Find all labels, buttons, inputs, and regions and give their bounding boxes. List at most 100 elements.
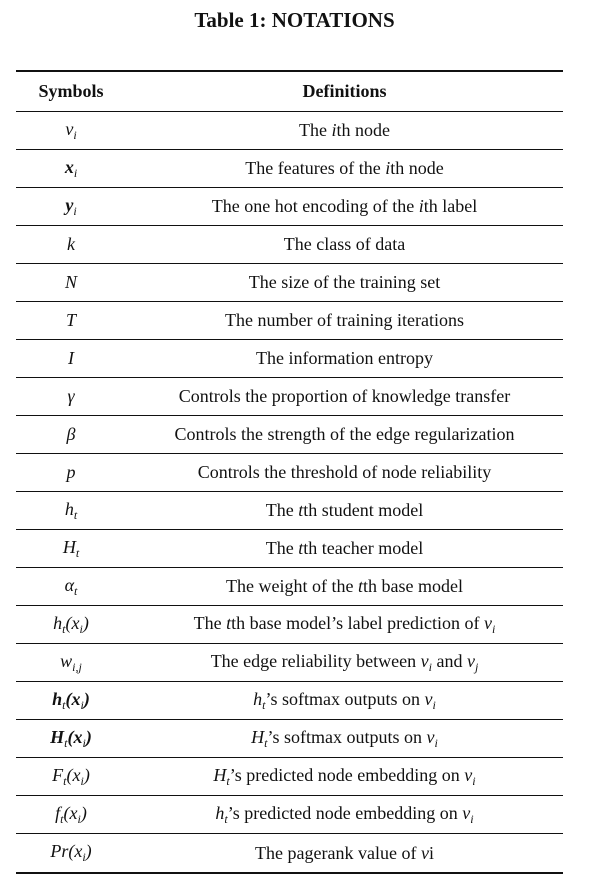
definition-text: The size of the training set	[248, 272, 441, 292]
definition-var: v	[426, 726, 435, 747]
definition-text: The features of the	[245, 158, 386, 178]
symbol-cell: ht(xi)	[16, 689, 126, 713]
table-row: αt The weight of the tth base model	[16, 568, 563, 606]
definition-text: th node	[390, 158, 444, 178]
definition-var: v	[462, 802, 471, 823]
definition-cell: The size of the training set	[126, 272, 563, 293]
symbol-cell: T	[16, 310, 126, 331]
definition-text: The pagerank value of	[255, 842, 421, 863]
symbol-close: )	[82, 612, 89, 633]
definition-text: The one hot encoding of the	[211, 196, 419, 216]
symbol-subscript: t	[60, 811, 64, 826]
definition-text: Controls the threshold of node reliabili…	[197, 462, 492, 482]
symbol-cell: Pr(xi)	[16, 841, 126, 865]
header-definitions: Definitions	[302, 81, 387, 101]
symbol-close: )	[80, 802, 87, 823]
table-row: yi The one hot encoding of the ith label	[16, 188, 563, 226]
table-row: Ht(xi) Ht’s softmax outputs on vi	[16, 720, 563, 758]
symbol-subscript: t	[62, 697, 66, 712]
symbol-arg: (x	[65, 612, 80, 633]
symbol-base: x	[64, 156, 74, 177]
table-row: β Controls the strength of the edge regul…	[16, 416, 563, 454]
definition-var: i	[331, 120, 337, 140]
table-row: T The number of training iterations	[16, 302, 563, 340]
table-row: Ft(xi) Ht’s predicted node embedding on v…	[16, 758, 563, 796]
definition-cell: The edge reliability between vi and vj	[126, 651, 563, 675]
definition-var: v	[420, 842, 429, 863]
definition-var: v	[424, 688, 433, 709]
definition-text: th label	[423, 196, 478, 216]
definition-var: i	[385, 158, 391, 178]
symbol-cell: xi	[16, 157, 126, 181]
definition-subscript: j	[474, 659, 479, 674]
symbol-close: )	[85, 726, 92, 747]
definition-var: h	[215, 802, 225, 823]
definition-text: ’s softmax outputs on	[267, 726, 427, 747]
table-row: vi The ith node	[16, 112, 563, 150]
symbol-base: I	[68, 348, 74, 368]
symbol-base: α	[64, 574, 75, 595]
symbol-subscript: t	[73, 507, 78, 522]
definition-text: The weight of the	[226, 576, 358, 596]
table-row: xi The features of the ith node	[16, 150, 563, 188]
table-row: wi,j The edge reliability between vi and …	[16, 644, 563, 682]
symbol-cell: I	[16, 348, 126, 369]
symbol-subscript: t	[64, 735, 68, 750]
definition-text: ’s predicted node embedding on	[227, 802, 463, 823]
definition-var: H	[251, 726, 265, 747]
definition-text: The information entropy	[256, 348, 433, 368]
definition-subscript: i	[428, 659, 432, 674]
definition-cell: The tth base model’s label prediction of…	[126, 613, 563, 637]
table-row: N The size of the training set	[16, 264, 563, 302]
definition-var: i	[418, 196, 424, 216]
table-row: I The information entropy	[16, 340, 563, 378]
definition-cell: Ht’s softmax outputs on vi	[126, 727, 563, 751]
symbol-base: Pr	[50, 841, 69, 861]
symbol-cell: N	[16, 272, 126, 293]
symbol-subscript: i,j	[72, 659, 82, 674]
table-row: ht The tth student model	[16, 492, 563, 530]
symbol-base: h	[52, 688, 63, 709]
symbol-close: )	[83, 688, 90, 709]
symbol-base: N	[64, 272, 77, 292]
definition-subscript: i	[492, 621, 496, 636]
symbol-subscript: t	[63, 773, 67, 788]
definition-text: The class of data	[283, 234, 406, 254]
definition-text: Controls the proportion of knowledge tra…	[178, 386, 511, 406]
definition-text: th teacher model	[303, 538, 424, 558]
symbol-base: H	[62, 536, 76, 557]
definition-subscript: i	[432, 697, 436, 712]
symbol-cell: vi	[16, 119, 126, 143]
header-symbols: Symbols	[38, 81, 104, 101]
table-row: ht(xi) The tth base model’s label predict…	[16, 606, 563, 644]
table-row: Ht The tth teacher model	[16, 530, 563, 568]
symbol-cell: yi	[16, 195, 126, 219]
symbol-arg-subscript: i	[79, 621, 83, 636]
symbol-arg: (x	[63, 802, 78, 823]
definition-cell: Controls the proportion of knowledge tra…	[126, 386, 563, 407]
symbol-subscript: i	[73, 203, 77, 218]
symbol-arg: (x	[68, 841, 83, 861]
table-header-row: Symbols Definitions	[16, 72, 563, 112]
symbol-cell: Ft(xi)	[16, 765, 126, 789]
definition-text: and	[431, 650, 467, 671]
symbol-cell: wi,j	[16, 651, 126, 675]
symbol-arg: (x	[65, 688, 81, 709]
definition-var: v	[420, 650, 429, 671]
definition-text: ’s predicted node embedding on	[229, 764, 465, 785]
symbol-base: y	[65, 194, 74, 215]
definition-cell: Ht’s predicted node embedding on vi	[126, 765, 563, 789]
symbol-subscript: t	[74, 583, 78, 598]
symbol-subscript: t	[75, 545, 80, 560]
symbol-subscript: i	[73, 127, 77, 142]
definition-cell: The ith node	[126, 120, 563, 141]
table-row: Pr(xi) The pagerank value of vi	[16, 834, 563, 872]
definition-cell: ht’s softmax outputs on vi	[126, 689, 563, 713]
symbol-cell: k	[16, 234, 126, 255]
notation-table: Symbols Definitions vi The ith node xi The …	[16, 70, 563, 874]
table-body: vi The ith node xi The features of the ith …	[16, 112, 563, 872]
symbol-base: p	[66, 462, 76, 482]
definition-subscript: i	[472, 773, 476, 788]
definition-text: The	[265, 500, 299, 520]
symbol-subscript: i	[73, 165, 78, 180]
